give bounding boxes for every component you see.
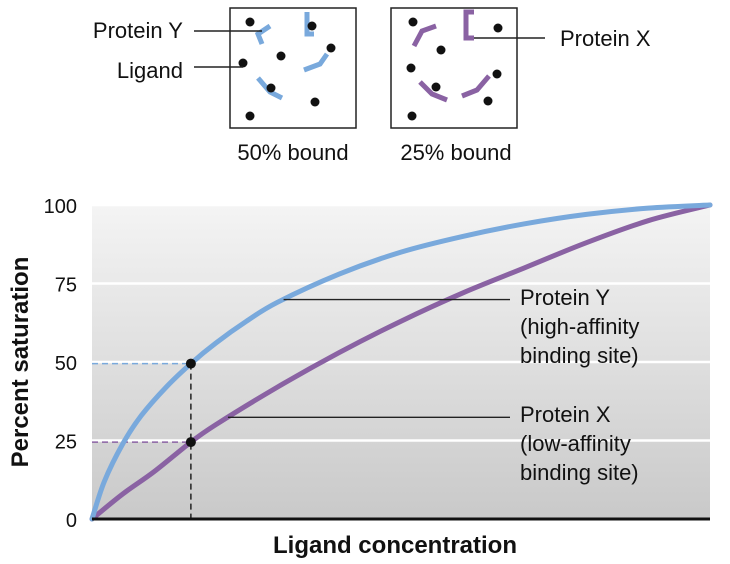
protein-x-site-2 [463,9,474,41]
protein-y-site-2 [304,12,314,37]
curves [89,202,713,522]
marker-protein_x [185,437,196,448]
schematic-protein-y: Protein Y Ligand 50% bound [93,7,357,165]
ligand-label: Ligand [117,58,183,83]
markers [185,358,196,448]
marker-protein_y [185,358,196,369]
schematic-protein-x: Protein X 25% bound [390,7,651,165]
y-tick-50: 50 [55,353,77,375]
protein-x-site-3 [418,80,448,103]
curve-protein_x [89,202,713,522]
label-protein_x-line-2: (low-affinity [520,431,631,456]
protein-x-site-4 [461,74,491,99]
box-left [229,7,357,129]
curve-protein_y [89,202,713,522]
label-protein_y-line-1: Protein Y [520,285,610,310]
label-protein_x-line-3: binding site) [520,460,639,485]
y-tick-labels: 0 25 50 75 100 [44,196,77,532]
protein-y-label: Protein Y [93,18,183,43]
caption-25-bound: 25% bound [400,140,511,165]
y-tick-0: 0 [66,510,77,532]
protein-y-site-3 [303,52,330,73]
y-tick-75: 75 [55,275,77,297]
protein-y-site-1 [254,23,272,45]
protein-x-site-1 [411,23,437,48]
guide-lines [92,362,192,519]
protein-x-shapes [411,9,491,103]
label-protein_x-line-1: Protein X [520,402,611,427]
label-protein_y-line-2: (high-affinity [520,314,639,339]
x-axis-label: Ligand concentration [273,532,517,559]
curve-labels: Protein Y (high-affinity binding site) Prot… [227,285,639,485]
chart: 0 25 50 75 100 Protein Y (high-affinity bindin… [7,196,713,559]
protein-x-label: Protein X [560,26,651,51]
y-tick-25: 25 [55,432,77,454]
label-protein_y-line-3: binding site) [520,343,639,368]
ligands-right [406,17,503,121]
ligands-left [238,17,336,121]
caption-50-bound: 50% bound [237,140,348,165]
y-axis-label: Percent saturation [7,257,34,468]
y-tick-100: 100 [44,196,77,218]
